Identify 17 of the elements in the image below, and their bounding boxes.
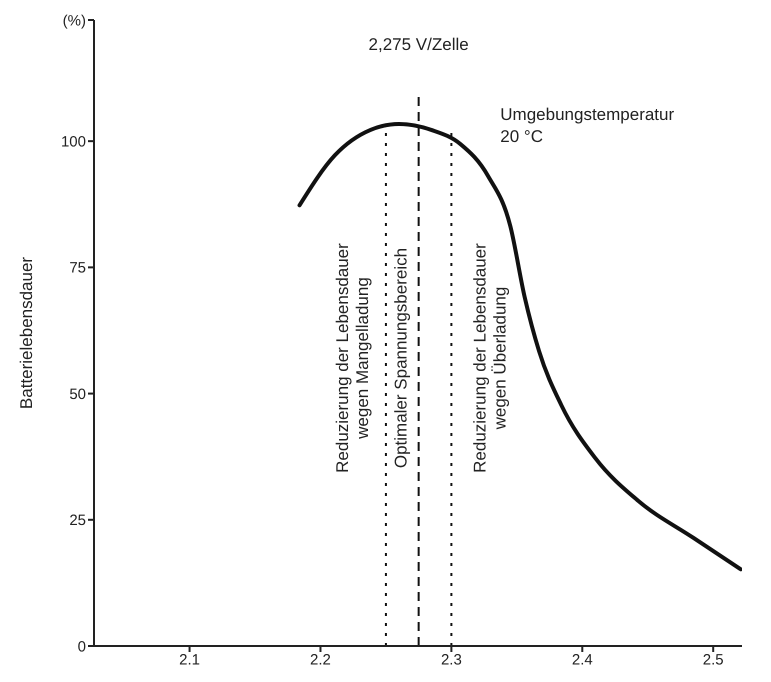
x-tick-label: 2.5	[702, 652, 724, 669]
y-tick-label: 0	[78, 638, 86, 656]
ref-line-label: 2,275 V/Zelle	[368, 35, 469, 54]
y-tick-label: 50	[69, 386, 86, 403]
x-tick-label: 2.1	[179, 652, 200, 669]
y-tick-label: (%)	[62, 12, 86, 30]
y-axis-title: Batterielebensdauer	[17, 256, 36, 410]
x-tick-label: 2.2	[310, 652, 331, 669]
y-tick-label: 75	[69, 260, 86, 277]
annotation: Reduzierung der Lebensdauer wegen Mangelladung	[332, 242, 372, 473]
annotation: Reduzierung der Lebensdauer wegen Überladung	[470, 242, 510, 473]
annotation: Optimaler Spannungsbereich	[391, 248, 410, 468]
y-tick-label: 25	[69, 512, 86, 530]
x-tick-label: 2.3	[440, 652, 462, 669]
x-tick-label: 2.4	[572, 652, 593, 669]
y-tick-label: 100	[60, 133, 86, 150]
annotation: Umgebungstemperatur 20 °C	[500, 105, 675, 146]
